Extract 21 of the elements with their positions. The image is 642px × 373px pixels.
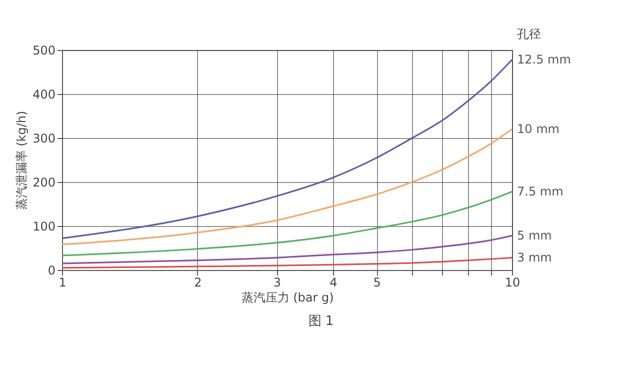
x-tick-label: 1	[58, 276, 66, 290]
y-tick-label: 200	[32, 176, 56, 190]
legend-title: 孔径	[517, 27, 541, 41]
y-axis-title: 蒸汽泄漏率 (kg/h)	[14, 110, 29, 210]
x-axis-title: 蒸汽压力 (bar g)	[241, 290, 334, 304]
x-tick-label: 5	[373, 276, 381, 290]
x-tick-label: 2	[194, 276, 202, 290]
caption: 图 1	[307, 313, 335, 330]
x-tick-label: 3	[273, 276, 282, 290]
y-tick-label: 0	[48, 264, 56, 278]
x-tick-label: 10	[504, 276, 520, 290]
series-label: 3 mm	[517, 250, 552, 265]
series-label: 10 mm	[517, 122, 560, 136]
series-label: 5 mm	[517, 228, 552, 243]
series-label: 7.5 mm	[517, 184, 564, 199]
y-tick-label: 500	[32, 44, 56, 58]
y-tick-label: 400	[32, 88, 56, 102]
series-label: 12.5 mm	[517, 52, 571, 67]
y-tick-label: 300	[32, 132, 56, 146]
y-tick-label: 100	[32, 220, 56, 234]
x-tick-label: 4	[330, 276, 338, 290]
